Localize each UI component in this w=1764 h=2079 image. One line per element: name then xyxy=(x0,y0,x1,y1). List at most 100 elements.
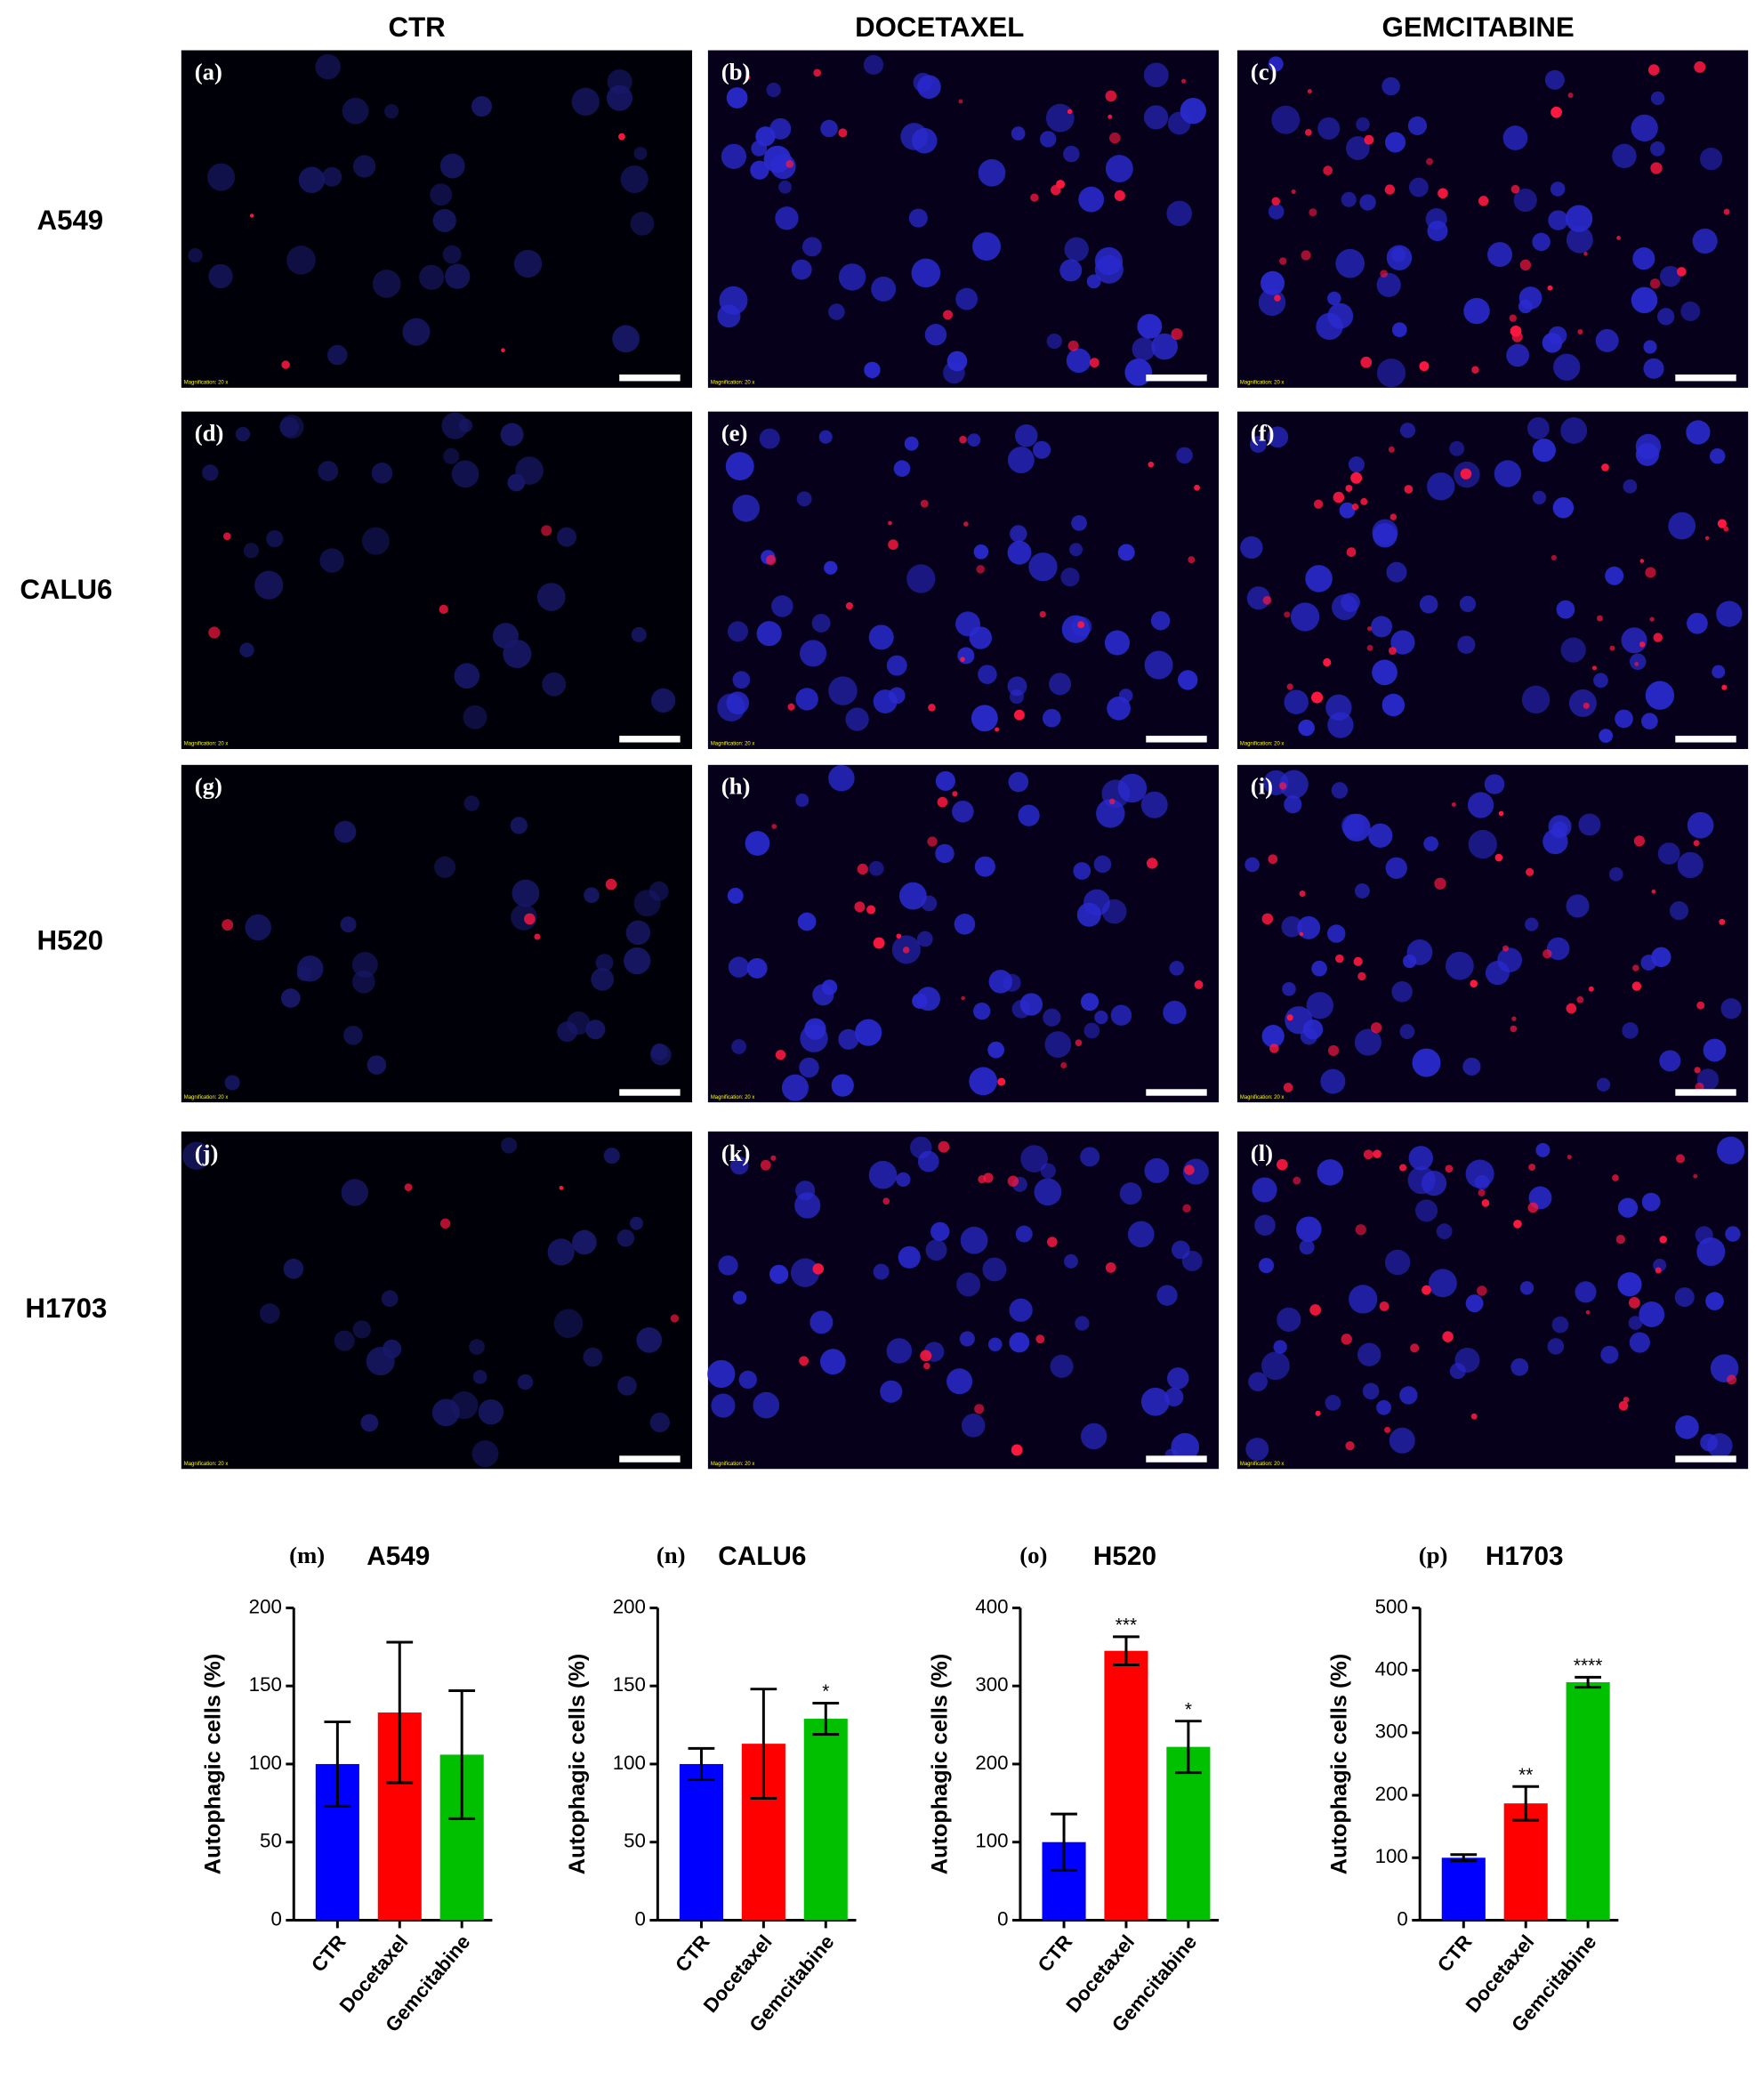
autophagic-vesicle xyxy=(1384,184,1396,195)
autophagic-vesicle xyxy=(1350,471,1363,484)
autophagic-vesicle xyxy=(1498,810,1504,817)
x-tick-label: CTR xyxy=(307,1930,350,1976)
nucleus xyxy=(1550,181,1566,197)
nucleus xyxy=(1372,519,1398,545)
autophagic-vesicle xyxy=(813,68,822,77)
micrograph: (h) Magnification: 20 x xyxy=(707,764,1220,1103)
autophagic-vesicle xyxy=(938,1140,950,1153)
nucleus xyxy=(1457,635,1476,654)
nucleus xyxy=(727,887,744,904)
autophagic-vesicle xyxy=(857,863,868,874)
nucleus xyxy=(433,856,456,878)
autophagic-vesicle xyxy=(1509,314,1517,322)
nucleus xyxy=(501,1137,518,1154)
nucleus xyxy=(1548,815,1572,839)
autophagic-vesicle xyxy=(1366,644,1373,651)
nucleus xyxy=(873,1263,890,1280)
micrograph: (i) Magnification: 20 x xyxy=(1236,764,1749,1103)
nucleus xyxy=(828,303,845,320)
nucleus xyxy=(1244,857,1260,873)
nucleus xyxy=(1376,359,1406,388)
nucleus xyxy=(633,147,648,160)
magnification-label: Magnification: 20 x xyxy=(1240,1462,1285,1467)
scale-bar xyxy=(619,736,681,743)
nucleus xyxy=(1043,1008,1061,1027)
autophagic-vesicle xyxy=(1035,1334,1045,1344)
autophagic-vesicle xyxy=(618,133,625,141)
nucleus xyxy=(1151,333,1178,360)
autophagic-vesicle xyxy=(1628,1297,1640,1309)
autophagic-vesicle xyxy=(1075,1039,1083,1046)
nucleus xyxy=(1327,291,1341,306)
nucleus xyxy=(1019,993,1043,1016)
nucleus xyxy=(1641,713,1658,730)
nucleus xyxy=(1281,915,1303,938)
autophagic-vesicle xyxy=(1067,109,1073,115)
nucleus xyxy=(971,705,998,732)
nucleus xyxy=(454,663,480,689)
nucleus xyxy=(1064,237,1089,262)
column-header: DOCETAXEL xyxy=(855,12,1024,43)
autophagic-vesicle xyxy=(1623,1397,1630,1403)
y-tick-label: 100 xyxy=(975,1830,1008,1852)
autophagic-vesicle xyxy=(1478,196,1489,206)
nucleus xyxy=(1399,1386,1418,1405)
nucleus xyxy=(1428,1269,1457,1298)
autophagic-vesicle xyxy=(1105,90,1117,102)
nucleus xyxy=(1010,525,1027,543)
nucleus xyxy=(1668,512,1696,540)
nucleus xyxy=(1140,791,1168,818)
autophagic-vesicle xyxy=(873,937,885,949)
autophagic-vesicle xyxy=(559,1185,564,1190)
nucleus xyxy=(366,1055,387,1075)
nucleus xyxy=(1163,1000,1187,1025)
nucleus xyxy=(1075,1316,1090,1331)
y-tick-label: 0 xyxy=(270,1907,281,1930)
autophagic-vesicle xyxy=(1723,208,1730,215)
autophagic-vesicle xyxy=(222,919,234,931)
nucleus xyxy=(800,640,827,667)
nucleus xyxy=(1110,1004,1132,1026)
nucleus xyxy=(1124,359,1153,386)
nucleus xyxy=(1339,502,1356,519)
nucleus xyxy=(1615,709,1633,729)
autophagic-vesicle xyxy=(1609,645,1615,651)
nucleus xyxy=(1144,650,1173,680)
nucleus xyxy=(1311,960,1327,977)
error-bar xyxy=(1175,1720,1202,1775)
autophagic-vesicle xyxy=(1389,513,1398,520)
nucleus xyxy=(955,287,979,310)
autophagic-vesicle xyxy=(785,159,794,168)
autophagic-vesicle xyxy=(1567,93,1574,99)
autophagic-vesicle xyxy=(1056,180,1066,189)
nucleus xyxy=(973,544,989,560)
nucleus xyxy=(606,85,633,111)
nucleus xyxy=(441,412,469,439)
bar xyxy=(679,1763,723,1921)
autophagic-vesicle xyxy=(1470,1413,1478,1420)
nucleus xyxy=(957,647,975,665)
x-tick-label: CTR xyxy=(671,1930,714,1976)
nucleus xyxy=(1143,62,1169,88)
nucleus xyxy=(1525,917,1539,931)
nucleus xyxy=(753,1391,780,1419)
nucleus xyxy=(1643,340,1657,354)
nucleus xyxy=(208,263,233,289)
nucleus xyxy=(1687,811,1714,839)
nucleus xyxy=(280,988,301,1008)
autophagic-vesicle xyxy=(1583,702,1590,709)
nucleus xyxy=(266,530,284,548)
nucleus xyxy=(319,548,344,573)
nucleus xyxy=(402,318,431,346)
nucleus xyxy=(1317,117,1341,140)
nucleus xyxy=(603,1148,620,1164)
nucleus xyxy=(1094,1011,1108,1025)
nucleus xyxy=(935,770,955,792)
nucleus xyxy=(298,166,326,193)
nucleus xyxy=(1389,1427,1415,1454)
autophagic-vesicle xyxy=(1632,964,1639,971)
nucleus xyxy=(900,123,928,150)
nucleus xyxy=(557,1021,578,1043)
micrograph: (c) Magnification: 20 x xyxy=(1236,50,1749,388)
autophagic-vesicle xyxy=(1268,854,1278,865)
